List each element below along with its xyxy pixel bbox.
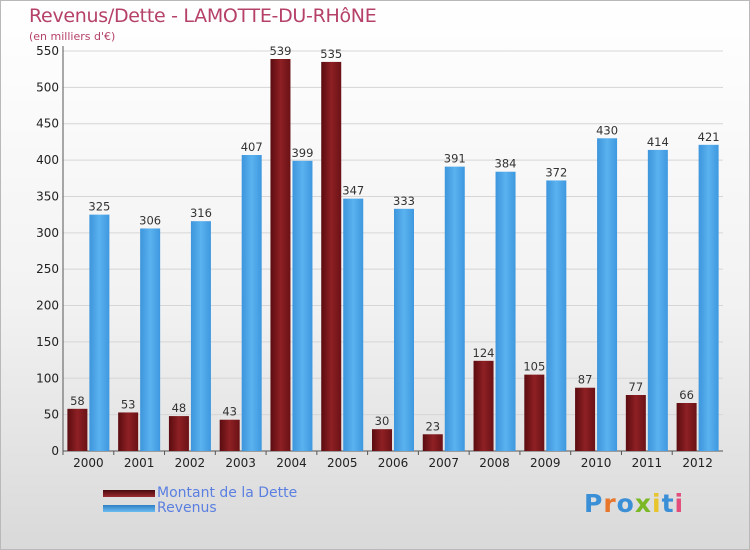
logo-letter: i — [674, 489, 685, 518]
bar-debt — [676, 403, 697, 451]
y-tick-label: 250 — [36, 262, 59, 276]
x-tick-label: 2005 — [327, 456, 358, 470]
x-tick-label: 2011 — [632, 456, 663, 470]
bar-revenue — [444, 166, 465, 452]
data-label-debt: 53 — [121, 397, 136, 411]
x-tick-label: 2001 — [124, 456, 155, 470]
legend-label-debt: Montant de la Dette — [157, 485, 298, 501]
y-tick-label: 400 — [36, 153, 59, 167]
data-label-revenue: 421 — [698, 130, 720, 144]
bar-debt — [422, 434, 443, 451]
logo-letter: r — [603, 489, 617, 518]
legend-swatch-debt — [103, 490, 155, 497]
y-tick-label: 100 — [36, 371, 59, 385]
y-tick-label: 200 — [36, 299, 59, 313]
data-label-debt: 66 — [679, 388, 694, 402]
x-tick-label: 2009 — [530, 456, 561, 470]
data-label-revenue: 391 — [444, 152, 466, 166]
logo-letter: t — [661, 489, 675, 518]
x-tick-label: 2003 — [225, 456, 256, 470]
data-label-debt: 124 — [473, 346, 495, 360]
x-tick-label: 2006 — [378, 456, 409, 470]
chart-title: Revenus/Dette - LAMOTTE-DU-RHôNE — [29, 5, 377, 27]
unit-label: (en milliers d'€) — [29, 30, 116, 43]
x-tick-label: 2004 — [276, 456, 307, 470]
data-label-revenue: 414 — [647, 135, 669, 149]
bar-debt — [473, 360, 494, 451]
bar-debt — [67, 408, 88, 451]
legend-label-revenue: Revenus — [157, 500, 217, 516]
data-label-revenue: 333 — [393, 194, 415, 208]
logo-letter: i — [652, 489, 662, 518]
bar-revenue — [546, 180, 567, 452]
bar-revenue — [89, 214, 110, 451]
y-tick-label: 150 — [36, 335, 59, 349]
logo-letter: o — [616, 489, 635, 518]
logo-letter: P — [584, 489, 604, 518]
y-tick-label: 500 — [36, 80, 59, 94]
data-label-debt: 87 — [578, 373, 593, 387]
bar-debt — [219, 419, 240, 451]
bar-revenue — [343, 198, 364, 451]
bar-revenue — [190, 221, 211, 451]
x-tick-label: 2012 — [682, 456, 713, 470]
y-tick-label: 450 — [36, 117, 59, 131]
legend-swatch-revenue — [103, 505, 155, 512]
bar-revenue — [140, 228, 161, 451]
bar-revenue — [241, 155, 262, 451]
data-label-revenue: 306 — [139, 213, 161, 227]
data-label-debt: 535 — [320, 47, 342, 61]
bar-debt — [625, 395, 646, 451]
data-label-debt: 77 — [629, 380, 644, 394]
y-tick-label: 50 — [44, 408, 59, 422]
bar-revenue — [647, 149, 668, 451]
y-tick-label: 550 — [36, 44, 59, 58]
data-label-debt: 105 — [523, 360, 545, 374]
data-label-revenue: 372 — [545, 165, 567, 179]
data-label-debt: 48 — [172, 401, 187, 415]
data-label-revenue: 384 — [495, 157, 517, 171]
data-label-revenue: 399 — [291, 146, 313, 160]
x-tick-label: 2000 — [73, 456, 104, 470]
y-tick-label: 0 — [51, 444, 59, 458]
bar-debt — [118, 412, 139, 451]
data-label-revenue: 430 — [596, 123, 618, 137]
data-label-revenue: 407 — [241, 140, 263, 154]
bar-debt — [270, 59, 291, 451]
bar-revenue — [495, 171, 516, 451]
data-label-debt: 43 — [222, 405, 237, 419]
x-tick-label: 2008 — [479, 456, 510, 470]
bar-debt — [168, 416, 189, 451]
data-label-revenue: 316 — [190, 206, 212, 220]
bar-revenue — [698, 144, 719, 451]
y-tick-label: 300 — [36, 226, 59, 240]
bar-debt — [575, 387, 596, 451]
data-label-debt: 30 — [375, 414, 390, 428]
proxiti-logo: Proxiti — [584, 489, 684, 518]
data-label-debt: 539 — [269, 44, 291, 58]
x-tick-label: 2002 — [175, 456, 206, 470]
bar-debt — [372, 429, 392, 451]
bar-revenue — [597, 138, 618, 452]
bar-debt — [524, 374, 545, 451]
x-tick-label: 2007 — [428, 456, 459, 470]
y-tick-label: 350 — [36, 189, 59, 203]
bar-revenue — [292, 160, 313, 451]
logo-letter: x — [634, 489, 652, 518]
x-tick-label: 2010 — [581, 456, 612, 470]
data-label-debt: 23 — [425, 419, 440, 433]
data-label-revenue: 325 — [88, 200, 110, 214]
data-label-debt: 58 — [70, 394, 85, 408]
bar-debt — [321, 61, 342, 452]
data-label-revenue: 347 — [342, 184, 364, 198]
bar-revenue — [394, 208, 414, 451]
